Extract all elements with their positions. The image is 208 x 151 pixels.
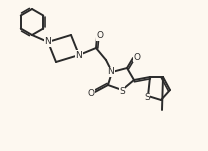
Text: S: S	[144, 93, 150, 103]
Text: O: O	[134, 53, 140, 61]
Text: O: O	[97, 32, 104, 40]
Text: S: S	[119, 87, 125, 95]
Text: N: N	[76, 50, 82, 59]
Text: N: N	[45, 37, 51, 47]
Text: N: N	[108, 67, 114, 77]
Text: O: O	[88, 90, 94, 98]
